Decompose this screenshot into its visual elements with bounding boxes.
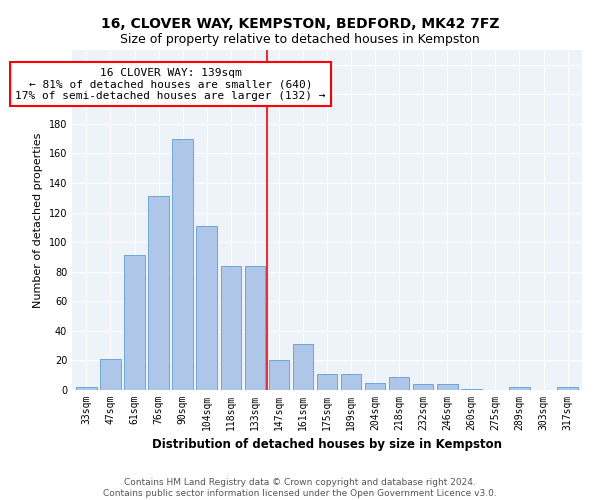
Bar — [100, 359, 121, 390]
Bar — [269, 360, 289, 390]
Y-axis label: Number of detached properties: Number of detached properties — [33, 132, 43, 308]
Bar — [76, 387, 97, 390]
Bar — [172, 138, 193, 390]
Bar — [196, 226, 217, 390]
Bar — [365, 382, 385, 390]
Bar — [437, 384, 458, 390]
Bar — [245, 266, 265, 390]
Bar — [509, 387, 530, 390]
Bar — [341, 374, 361, 390]
Text: Contains HM Land Registry data © Crown copyright and database right 2024.
Contai: Contains HM Land Registry data © Crown c… — [103, 478, 497, 498]
X-axis label: Distribution of detached houses by size in Kempston: Distribution of detached houses by size … — [152, 438, 502, 452]
Bar — [557, 387, 578, 390]
Bar — [148, 196, 169, 390]
Bar — [461, 388, 482, 390]
Bar — [413, 384, 433, 390]
Bar — [221, 266, 241, 390]
Bar — [293, 344, 313, 390]
Bar — [124, 256, 145, 390]
Bar — [317, 374, 337, 390]
Bar — [389, 376, 409, 390]
Text: 16 CLOVER WAY: 139sqm
← 81% of detached houses are smaller (640)
17% of semi-det: 16 CLOVER WAY: 139sqm ← 81% of detached … — [16, 68, 326, 101]
Text: Size of property relative to detached houses in Kempston: Size of property relative to detached ho… — [120, 32, 480, 46]
Text: 16, CLOVER WAY, KEMPSTON, BEDFORD, MK42 7FZ: 16, CLOVER WAY, KEMPSTON, BEDFORD, MK42 … — [101, 18, 499, 32]
